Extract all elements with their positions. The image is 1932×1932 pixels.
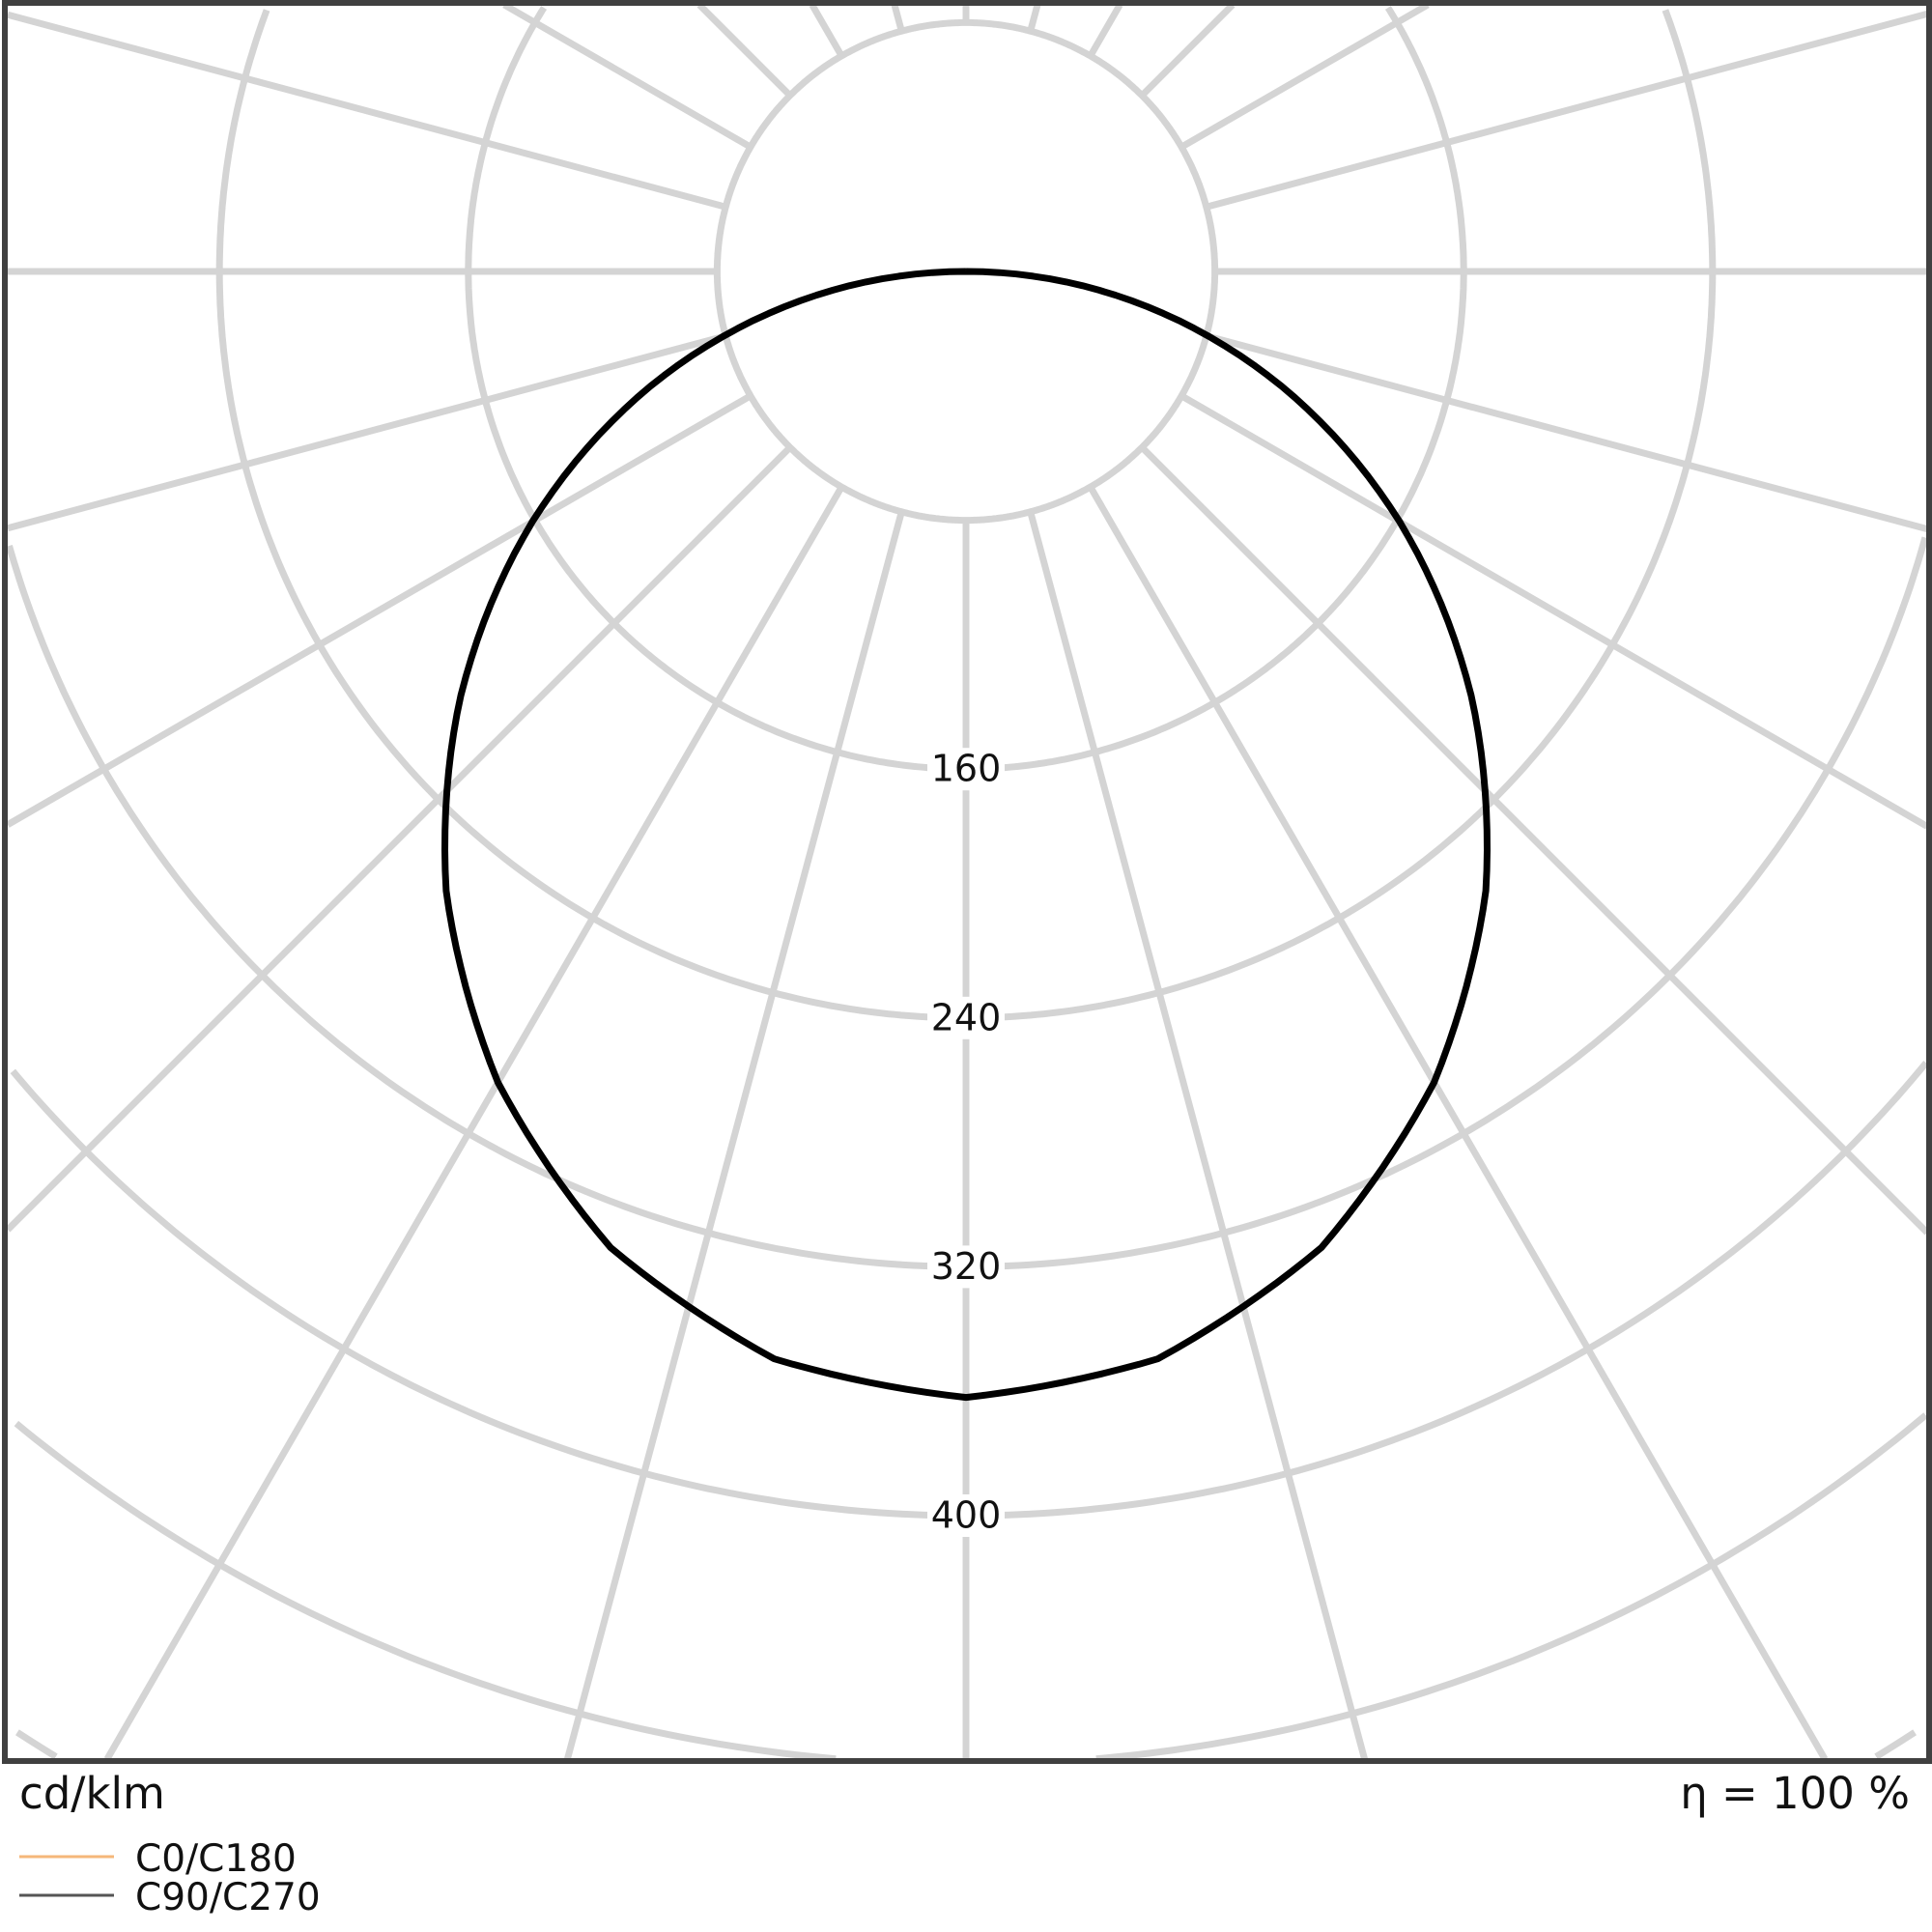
legend-label-c90-c270: C90/C270 (135, 1876, 321, 1919)
unit-label: cd/klm (19, 1768, 165, 1819)
tick-label-160: 160 (931, 748, 1002, 790)
polar-grid (5, 1, 1930, 1763)
grid-spoke-15 (1027, 510, 1368, 1760)
grid-spoke-120 (1179, 1, 1430, 151)
series-curve-c90-c270 (441, 268, 1491, 1402)
grid-spoke-45 (1139, 444, 1930, 1236)
grid-ring-480 (14, 1412, 1928, 1763)
radial-tick-labels: 160 240 320 400 (927, 748, 1005, 1537)
grid-spoke-285 (7, 332, 727, 532)
grid-spoke-225 (696, 2, 793, 99)
tick-label-bg (927, 1245, 1005, 1289)
curves (441, 268, 1491, 1402)
tick-label-240: 240 (931, 996, 1002, 1038)
efficiency-label: η = 100 % (1680, 1768, 1910, 1819)
grid-ring-320 (6, 536, 1929, 1270)
grid-spoke-105 (1205, 11, 1928, 211)
grid-spoke-135 (1139, 2, 1236, 99)
grid-spoke-150 (1087, 3, 1123, 58)
grid-spoke-345 (564, 510, 905, 1760)
grid-ring-240 (215, 9, 1717, 1022)
plot-frame (2, 0, 1932, 1764)
tick-label-400: 400 (931, 1494, 1002, 1537)
grid-spoke-255 (7, 11, 727, 211)
grid-spoke-75 (1205, 332, 1928, 532)
tick-label-bg (927, 748, 1005, 791)
grid-spoke-165 (1027, 4, 1041, 33)
grid-ring-400 (10, 1061, 1929, 1520)
grid-ring-160 (465, 6, 1467, 773)
grid-spoke-195 (891, 4, 905, 33)
grid-spoke-300 (6, 392, 753, 828)
grid-spoke-210 (809, 3, 845, 58)
tick-label-bg (927, 1494, 1005, 1537)
grid-ring-80 (713, 18, 1219, 525)
tick-label-320: 320 (931, 1245, 1002, 1288)
tick-label-bg (927, 996, 1005, 1039)
grid-spoke-315 (5, 444, 793, 1233)
grid-ring-560 (15, 1729, 1917, 1760)
grid-spoke-30 (1087, 485, 1829, 1761)
grid-spoke-240 (502, 1, 753, 151)
legend-label-c0-c180: C0/C180 (135, 1837, 297, 1881)
grid-spoke-330 (103, 485, 845, 1761)
grid-spoke-60 (1179, 392, 1929, 830)
